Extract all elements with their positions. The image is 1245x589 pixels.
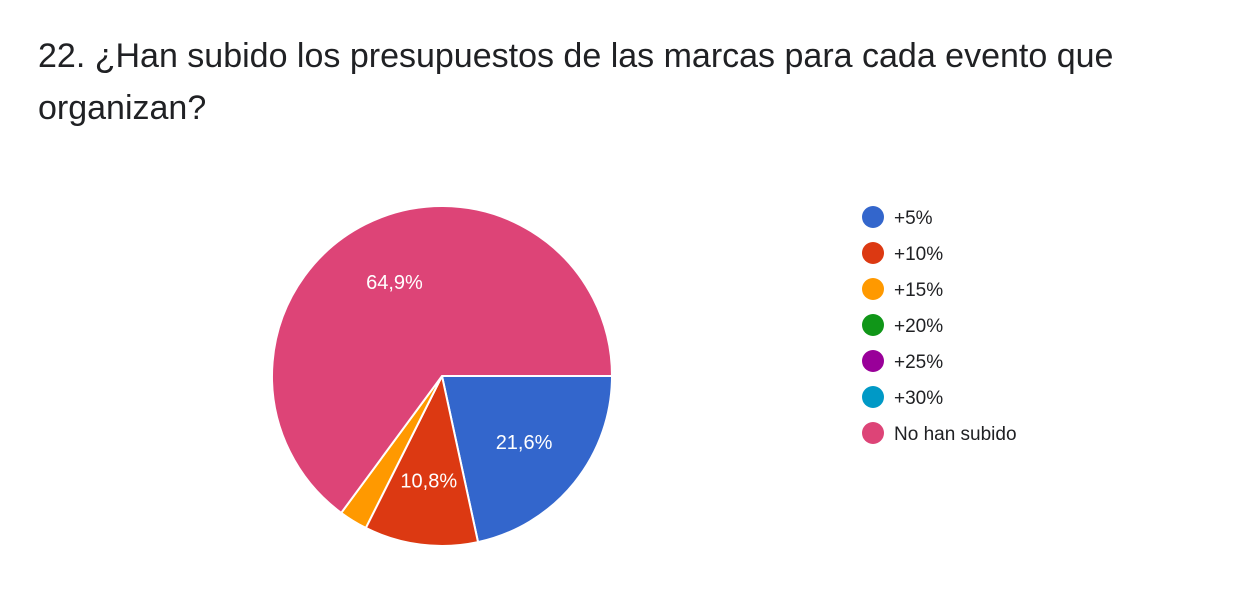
legend-swatch-5 — [862, 206, 884, 228]
slice-label-no-han-subido: 64,9% — [366, 272, 423, 294]
legend-swatch-15 — [862, 278, 884, 300]
legend-swatch-no-han-subido — [862, 422, 884, 444]
pie-slices — [271, 205, 614, 547]
legend-label-30: +30% — [894, 388, 943, 409]
legend-label-no-han-subido: No han subido — [894, 424, 1017, 445]
legend-swatch-10 — [862, 242, 884, 264]
legend-label-15: +15% — [894, 280, 943, 301]
legend-label-5: +5% — [894, 208, 933, 229]
chart-legend: +5% +10% +15% +20% +25% +30% No han subido — [862, 206, 1017, 445]
legend-label-20: +20% — [894, 316, 943, 337]
legend-swatch-25 — [862, 350, 884, 372]
pie-slice-no-han-subido — [271, 205, 614, 515]
question-title: 22. ¿Han subido los presupuestos de las … — [38, 37, 1114, 127]
legend-label-10: +10% — [894, 244, 943, 265]
legend-swatch-30 — [862, 386, 884, 408]
slice-labels: 21,6% 10,8% 64,9% — [366, 272, 553, 493]
pie-slice-10 — [364, 373, 480, 547]
legend-swatch-20 — [862, 314, 884, 336]
slice-label-10: 10,8% — [400, 471, 457, 493]
slice-label-5: 21,6% — [496, 432, 553, 454]
pie-slice-5 — [440, 375, 614, 544]
legend-label-25: +25% — [894, 352, 943, 373]
